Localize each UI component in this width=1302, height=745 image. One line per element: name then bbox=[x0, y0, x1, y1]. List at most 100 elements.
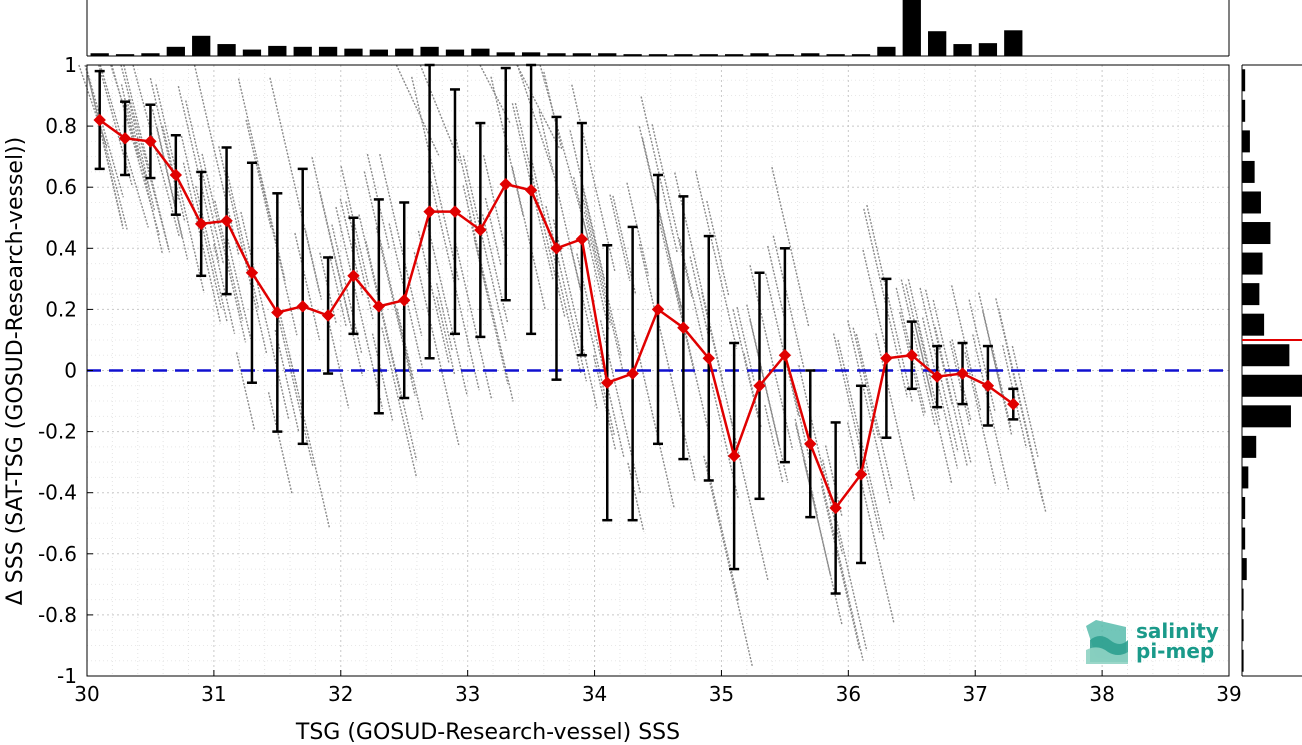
right-histogram-bar bbox=[1242, 527, 1246, 550]
series-point bbox=[296, 300, 309, 313]
scatter-streak bbox=[453, 239, 492, 399]
right-histogram-bar bbox=[1242, 619, 1244, 642]
scatter-streak bbox=[177, 85, 220, 262]
scatter-streak bbox=[213, 243, 236, 334]
y-tick-label: -0.2 bbox=[38, 420, 77, 444]
scatter-streak bbox=[772, 235, 805, 369]
top-histogram-bar bbox=[699, 54, 718, 56]
x-tick-label: 35 bbox=[709, 682, 734, 706]
main-plot: 30 31 32 33 34 35 36 37 38 39 1 0.8 0.6 0.4 0.2 0 -0.2 -… bbox=[38, 53, 1242, 706]
scatter-streak bbox=[240, 211, 290, 419]
series-point bbox=[93, 113, 106, 127]
top-histogram bbox=[86, 0, 1230, 57]
scatter-streak bbox=[746, 304, 789, 483]
top-histogram-bar bbox=[90, 53, 109, 56]
series-point bbox=[677, 321, 690, 334]
top-histogram-bar bbox=[344, 48, 363, 56]
scatter-streak bbox=[340, 166, 370, 287]
series-point bbox=[398, 294, 411, 307]
scatter-streak bbox=[641, 137, 685, 317]
series-point bbox=[423, 205, 436, 218]
scatter-streak bbox=[511, 103, 554, 281]
y-tick-label: -1 bbox=[57, 664, 77, 688]
top-histogram-bar bbox=[978, 43, 998, 56]
scatter-streak bbox=[235, 352, 256, 431]
series-point bbox=[321, 309, 335, 322]
top-histogram-bar bbox=[420, 46, 439, 56]
y-tick-label: -0.8 bbox=[38, 603, 77, 627]
series-point bbox=[905, 349, 918, 362]
right-histogram bbox=[1241, 64, 1302, 677]
scatter-streak bbox=[545, 206, 588, 382]
scatter-streak bbox=[552, 219, 598, 409]
right-histogram-bar bbox=[1242, 69, 1246, 92]
scatter-streak bbox=[329, 255, 348, 328]
right-histogram-bar bbox=[1242, 344, 1290, 367]
series-point bbox=[194, 217, 208, 231]
series-point bbox=[271, 306, 284, 319]
top-histogram-bar bbox=[572, 53, 592, 56]
scatter-streak bbox=[87, 76, 124, 226]
top-histogram-bar bbox=[928, 31, 947, 56]
scatter-streak bbox=[627, 462, 645, 532]
series-point bbox=[372, 300, 386, 313]
scatter-streak bbox=[934, 326, 968, 467]
scatter-streak bbox=[795, 424, 843, 625]
scatter-streak bbox=[855, 333, 893, 490]
right-histogram-bar bbox=[1242, 283, 1260, 306]
right-histogram-bar bbox=[1242, 649, 1244, 672]
scatter-streak bbox=[767, 245, 787, 323]
right-histogram-bar bbox=[1242, 435, 1257, 458]
top-histogram-bar bbox=[395, 48, 414, 56]
scatter-streak bbox=[583, 211, 612, 326]
scatter-cloud bbox=[78, 64, 1047, 667]
top-histogram-bar bbox=[826, 54, 845, 56]
y-axis: 1 0.8 0.6 0.4 0.2 0 -0.2 -0.4 -0.6 -0.8 -1 bbox=[38, 53, 93, 688]
scatter-streak bbox=[339, 198, 364, 296]
scatter-streak bbox=[490, 76, 524, 217]
scatter-streak bbox=[832, 333, 881, 533]
right-histogram-bar bbox=[1242, 313, 1265, 336]
scatter-streak bbox=[396, 308, 424, 420]
x-tick-label: 33 bbox=[455, 682, 480, 706]
scatter-streak bbox=[516, 64, 560, 149]
scatter-streak bbox=[454, 135, 478, 232]
right-histogram-bar bbox=[1242, 558, 1247, 581]
x-tick-label: 30 bbox=[74, 682, 99, 706]
scatter-streak bbox=[689, 256, 711, 343]
scatter-streak bbox=[151, 109, 183, 239]
scatter-streak bbox=[319, 192, 351, 323]
top-histogram-bar bbox=[217, 44, 236, 56]
scatter-streak bbox=[484, 197, 502, 266]
top-histogram-bar bbox=[877, 46, 896, 56]
scatter-streak bbox=[78, 64, 109, 148]
logo-line1: salinity bbox=[1136, 619, 1219, 643]
scatter-streak bbox=[84, 64, 124, 198]
scatter-streak bbox=[701, 292, 733, 424]
series-point bbox=[778, 349, 792, 362]
scatter-streak bbox=[276, 303, 298, 388]
top-histogram-bar bbox=[115, 54, 135, 56]
scatter-streak bbox=[670, 270, 711, 439]
top-histogram-bar bbox=[521, 52, 541, 56]
scatter-streak bbox=[155, 84, 205, 293]
scatter-streak bbox=[919, 287, 959, 452]
scatter-streak bbox=[582, 199, 624, 372]
series-point bbox=[575, 232, 589, 246]
top-histogram-bar bbox=[268, 45, 287, 56]
scatter-streak bbox=[201, 153, 247, 343]
top-histogram-bar bbox=[648, 54, 668, 56]
top-histogram-bar bbox=[1004, 30, 1023, 56]
y-tick-label: -0.4 bbox=[38, 481, 77, 505]
series-point bbox=[448, 205, 462, 218]
scatter-streak bbox=[294, 232, 321, 341]
x-tick-label: 31 bbox=[201, 682, 226, 706]
scatter-streak bbox=[288, 354, 331, 529]
y-tick-label: 1 bbox=[64, 53, 77, 77]
series-point bbox=[169, 168, 183, 182]
scatter-streak bbox=[365, 240, 418, 461]
scatter-streak bbox=[991, 346, 1012, 429]
logo-line2: pi-mep bbox=[1136, 639, 1214, 663]
series-point bbox=[550, 242, 563, 255]
scatter-streak bbox=[703, 455, 754, 667]
